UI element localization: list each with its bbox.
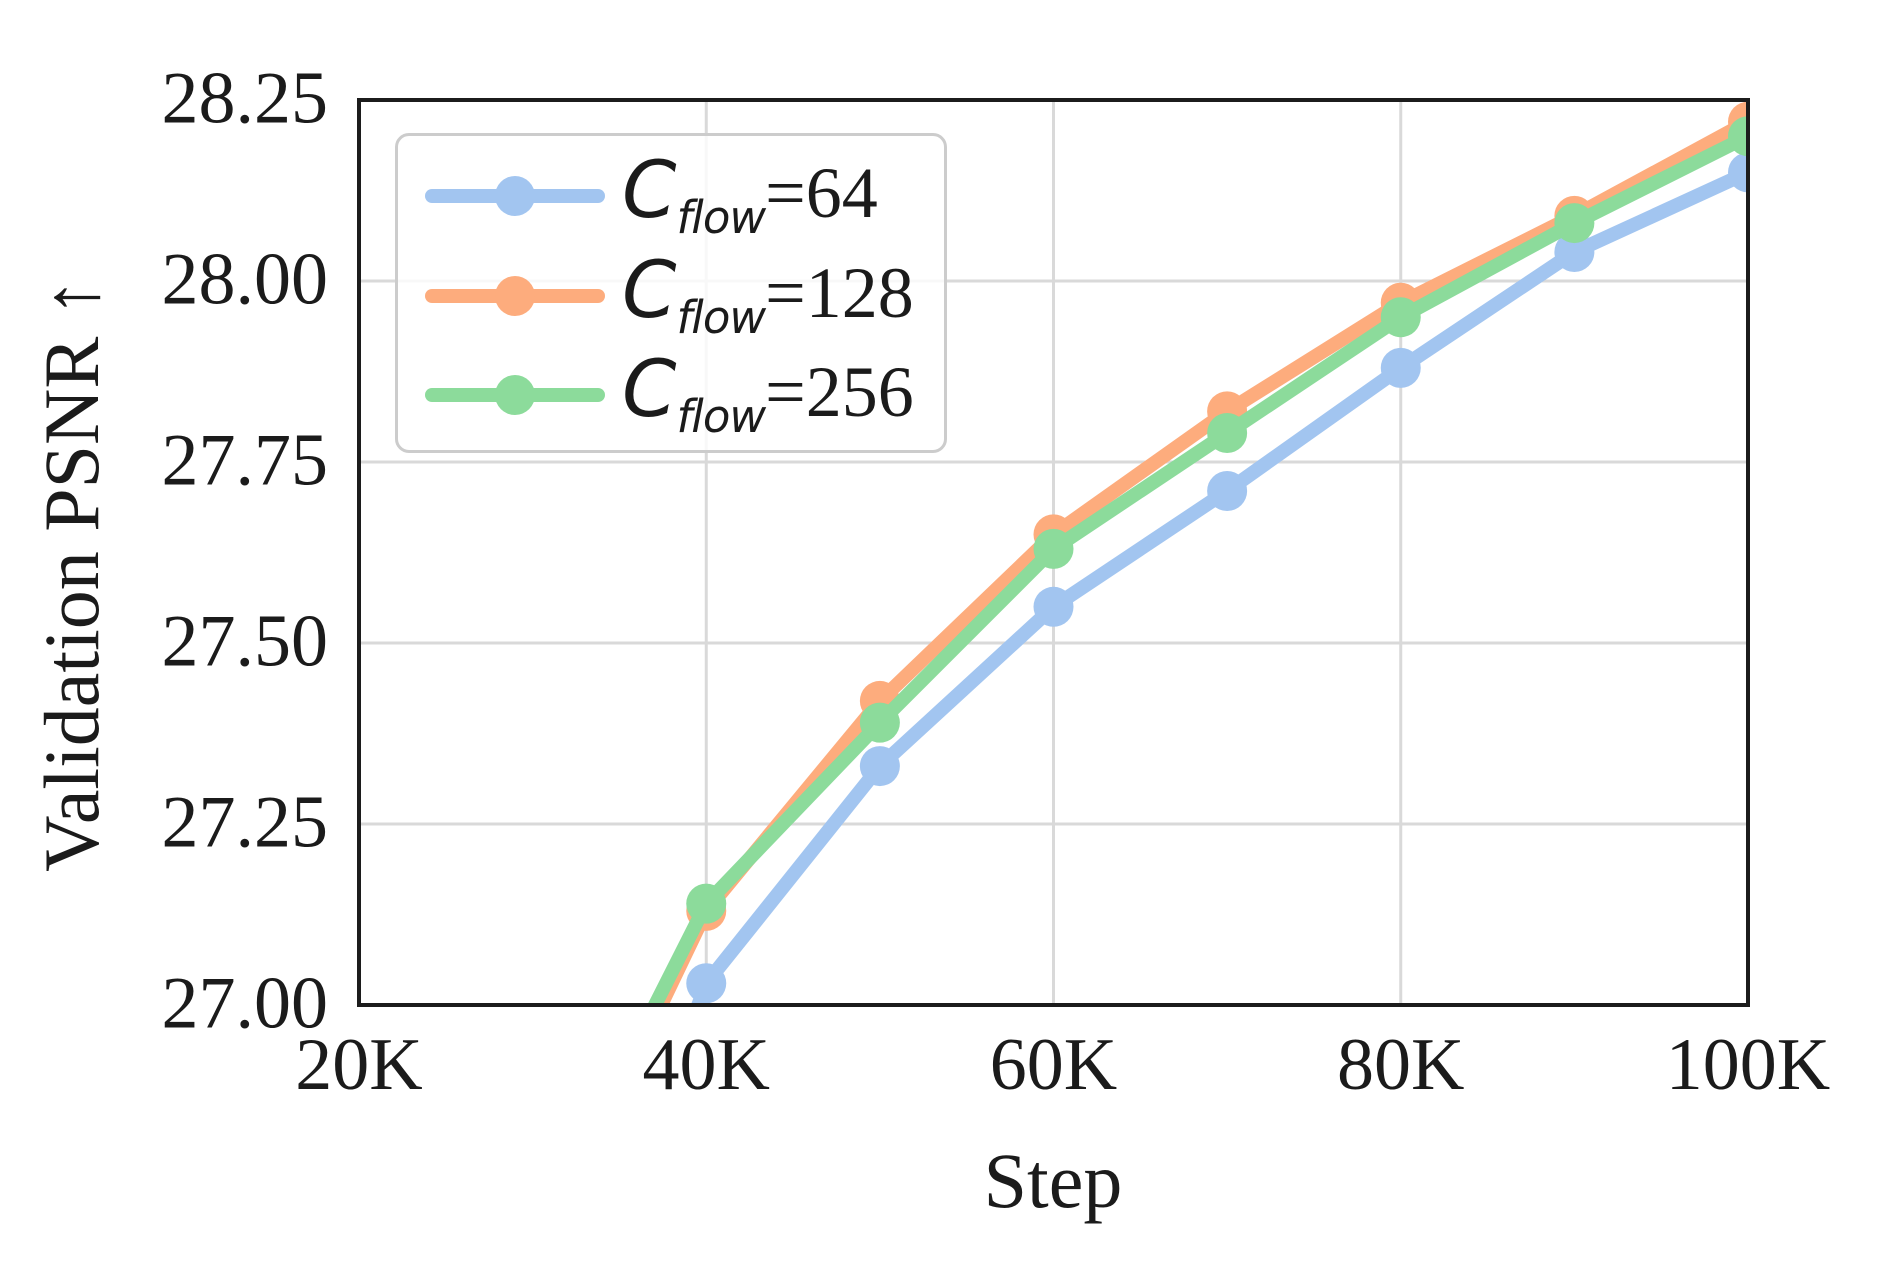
legend-label: Cflow=128: [622, 245, 914, 344]
legend-line-marker-icon: [425, 375, 605, 415]
legend-label: Cflow=256: [622, 345, 914, 443]
legend-line-marker-icon: [425, 275, 605, 316]
y-tick-label: 27.50: [161, 600, 329, 683]
y-axis-label: Validation PSNR ↑: [28, 278, 115, 872]
y-tick-label: 28.25: [161, 57, 329, 140]
axes-border: [357, 98, 1750, 1007]
y-tick-label: 27.00: [161, 962, 329, 1045]
x-tick-label: 80K: [1337, 1024, 1465, 1106]
x-tick-label: 40K: [642, 1024, 770, 1106]
y-tick-label: 27.25: [161, 781, 329, 864]
x-tick-label: 20K: [295, 1024, 423, 1106]
x-tick-label: 100K: [1665, 1024, 1831, 1106]
legend: Cflow=64 Cflow=128 Cflow=256: [395, 133, 947, 453]
x-tick-label: 60K: [989, 1024, 1118, 1106]
legend-item-C_flow=64: Cflow=64: [422, 146, 878, 246]
series-C_flow=64: [686, 152, 1748, 1005]
series-C_flow=256: [647, 116, 1748, 1005]
y-tick-label: 28.00: [161, 238, 329, 321]
x-axis-label: Step: [983, 1137, 1123, 1224]
y-tick-label: 27.75: [161, 419, 329, 502]
legend-label: Cflow=64: [622, 146, 878, 244]
legend-item-C_flow=256: Cflow=256: [422, 345, 914, 445]
series-group: [647, 101, 1748, 1005]
legend-item-C_flow=128: Cflow=128: [422, 246, 914, 346]
legend-line-marker-icon: [425, 176, 605, 216]
